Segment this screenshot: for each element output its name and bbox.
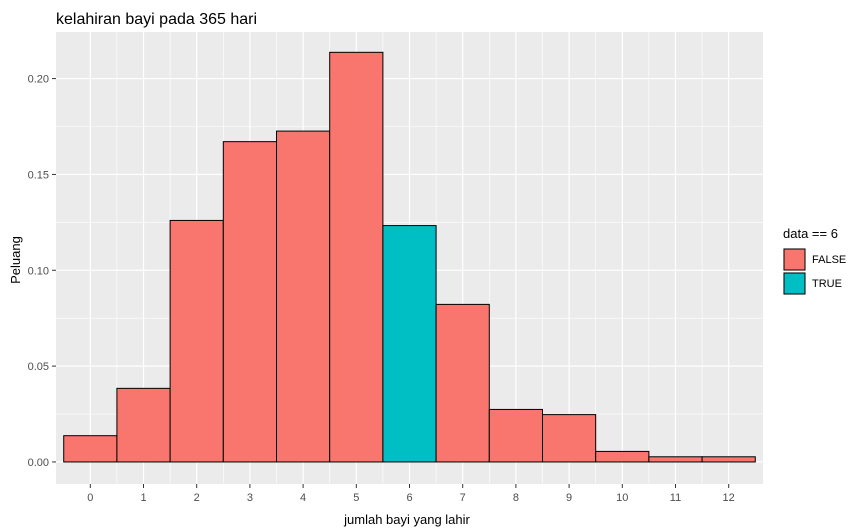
chart-title: kelahiran bayi pada 365 hari	[56, 11, 257, 28]
bar-2	[169, 219, 224, 463]
x-tick-label: 6	[406, 492, 412, 504]
x-tick-label: 8	[513, 492, 519, 504]
legend-label: FALSE	[812, 254, 846, 266]
x-axis-title: jumlah bayi yang lahir	[343, 512, 470, 527]
x-tick-label: 4	[300, 492, 306, 504]
bars	[63, 51, 756, 463]
bar-11	[648, 456, 703, 463]
y-axis: 0.00 0.05 0.10 0.15 0.20	[28, 74, 56, 469]
x-tick-label: 12	[723, 492, 735, 504]
y-axis-title: Peluang	[8, 236, 23, 284]
legend-swatch	[783, 272, 806, 295]
y-tick-label: 0.05	[28, 361, 49, 373]
bar-6	[382, 225, 437, 463]
x-tick-label: 0	[87, 492, 93, 504]
bar-0	[63, 435, 118, 463]
bar-5	[329, 51, 384, 463]
legend: data == 6 FALSE TRUE	[783, 226, 846, 295]
bar-9	[541, 414, 597, 463]
bar-10	[595, 450, 650, 463]
x-axis: 0 1 2 3 4 5 6 7 8 9 10 11 12	[87, 484, 735, 504]
legend-swatch	[783, 248, 806, 271]
legend-label: TRUE	[812, 278, 842, 290]
y-tick-label: 0.15	[28, 169, 49, 181]
x-tick-label: 9	[566, 492, 572, 504]
x-tick-label: 10	[616, 492, 628, 504]
bar-12	[701, 456, 756, 463]
legend-title: data == 6	[783, 226, 838, 241]
bar-4	[276, 130, 331, 463]
y-tick-label: 0.10	[28, 265, 49, 277]
bar-3	[222, 141, 278, 463]
y-tick-label: 0.20	[28, 74, 49, 86]
x-tick-label: 11	[670, 492, 681, 504]
x-tick-label: 5	[353, 492, 359, 504]
x-tick-label: 7	[460, 492, 466, 504]
bar-7	[435, 303, 490, 463]
bar-1	[116, 387, 171, 463]
x-tick-label: 3	[247, 492, 253, 504]
x-tick-label: 2	[194, 492, 200, 504]
bar-8	[488, 408, 543, 463]
x-tick-label: 1	[140, 492, 146, 504]
y-tick-label: 0.00	[28, 457, 49, 469]
